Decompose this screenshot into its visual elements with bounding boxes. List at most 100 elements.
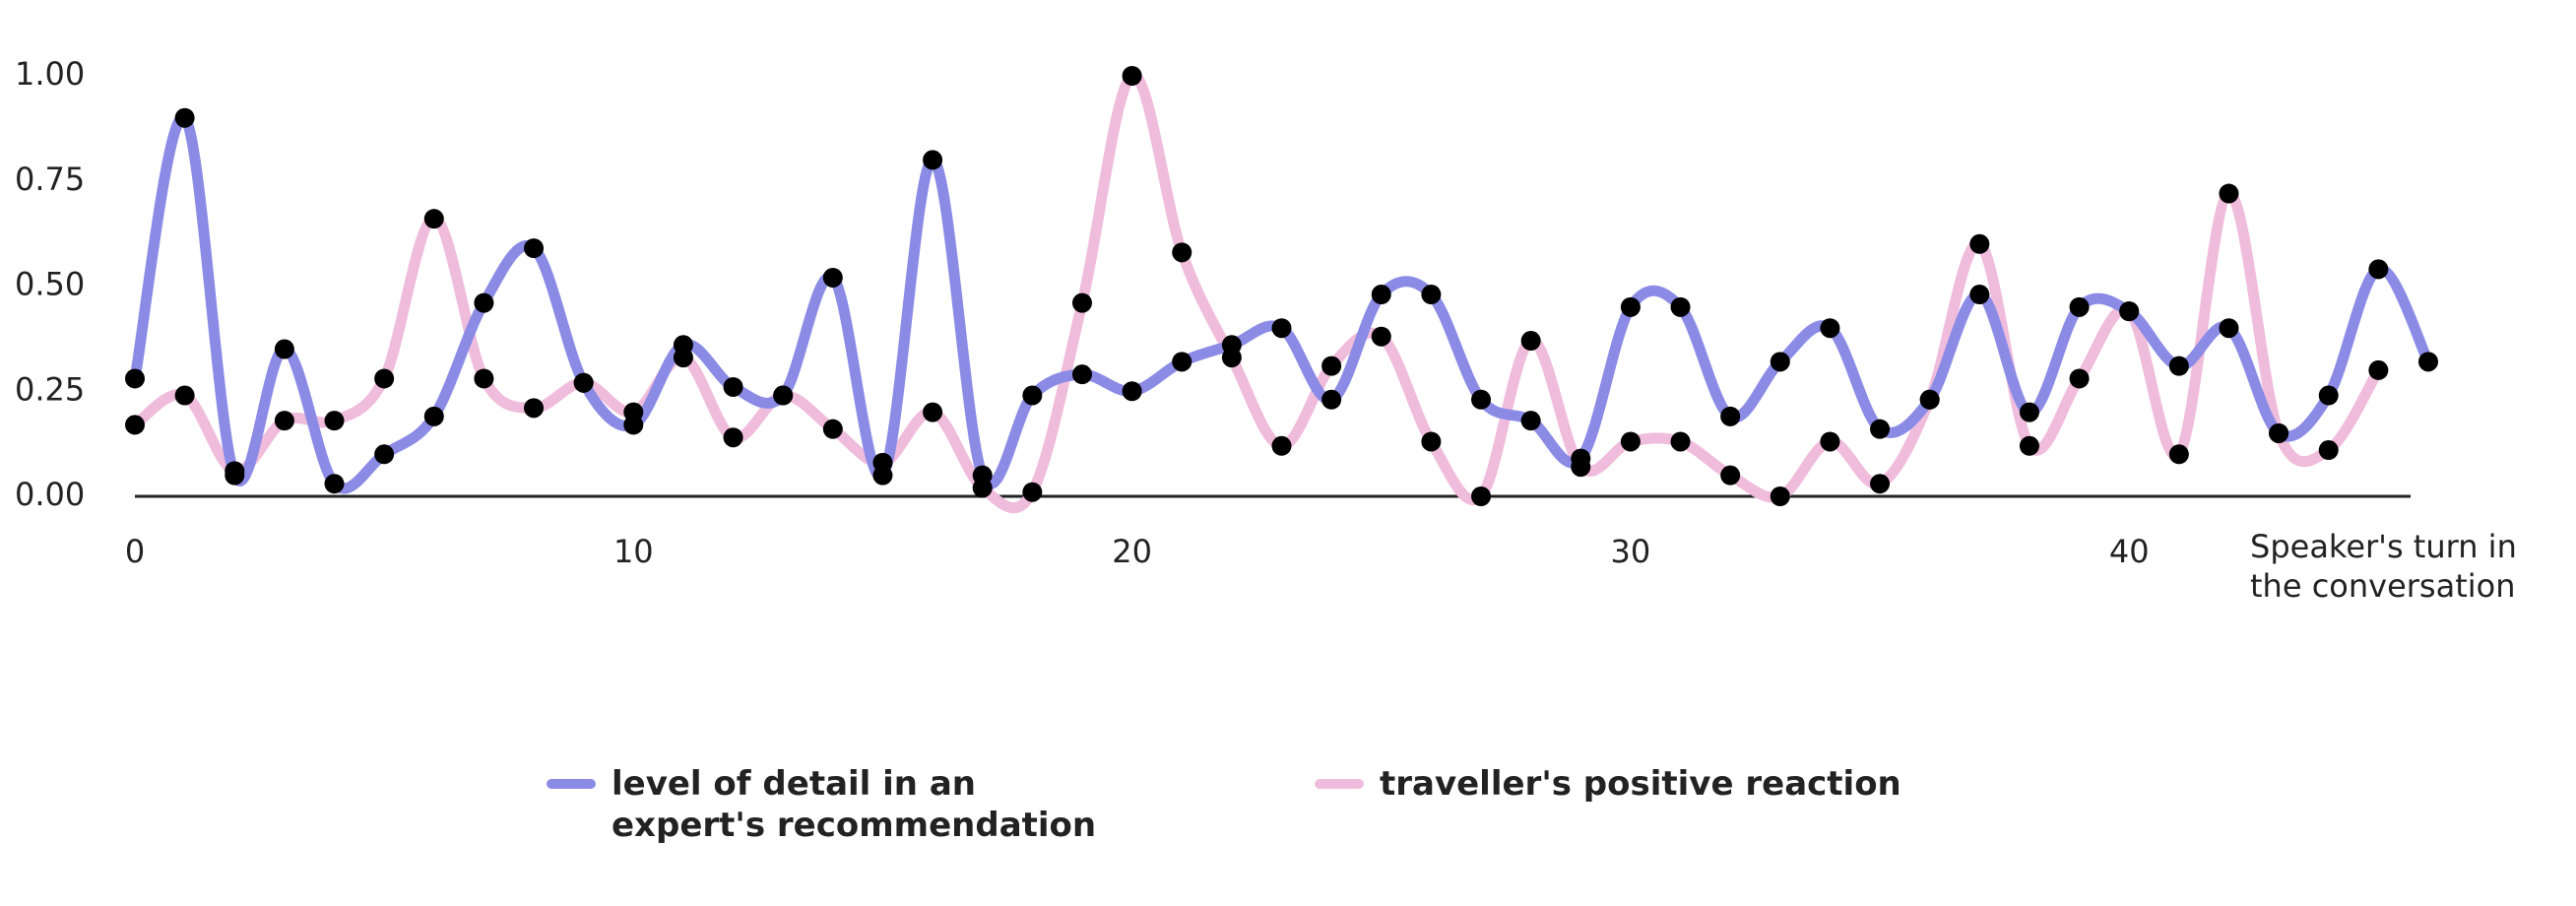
data-point [274, 411, 294, 431]
data-point [2168, 356, 2189, 376]
legend-item: level of detail in an expert's recommend… [547, 763, 1137, 846]
x-tick-label: 20 [1112, 533, 1152, 570]
data-point [2368, 359, 2389, 380]
data-point [723, 376, 743, 397]
data-point [1071, 364, 1092, 385]
data-point [174, 107, 195, 128]
data-point [374, 368, 395, 389]
data-point [125, 368, 145, 389]
data-point [1172, 352, 1192, 372]
data-point [274, 339, 294, 359]
data-point [324, 411, 345, 431]
data-point [822, 267, 843, 288]
data-point [1321, 356, 1342, 376]
data-point [2069, 368, 2090, 389]
data-point [2269, 422, 2289, 443]
data-point [1421, 431, 1442, 452]
data-point [773, 385, 794, 406]
data-point [1271, 435, 1292, 456]
x-axis-label: Speaker's turn in the conversation [2250, 528, 2517, 605]
data-point [2019, 402, 2039, 422]
data-point [1071, 292, 1092, 313]
data-point [324, 474, 345, 494]
legend-swatch [547, 779, 596, 789]
data-point [1670, 296, 1691, 317]
data-point [1122, 66, 1142, 86]
data-point [1221, 348, 1242, 368]
x-tick-label: 0 [125, 533, 145, 570]
x-tick-label: 30 [1611, 533, 1651, 570]
data-point [1670, 431, 1691, 452]
data-point [225, 461, 245, 482]
data-point [623, 402, 644, 422]
data-point [872, 452, 893, 473]
data-point [1022, 482, 1043, 502]
y-tick-label: 0.25 [15, 370, 85, 408]
y-tick-label: 0.50 [15, 266, 85, 303]
data-point [573, 372, 594, 393]
data-point [423, 406, 444, 426]
data-point [2368, 259, 2389, 280]
data-point [2019, 435, 2039, 456]
data-point [923, 402, 943, 422]
data-point [1919, 389, 1940, 410]
data-point [2069, 296, 2090, 317]
legend-label: level of detail in an expert's recommend… [612, 764, 1097, 845]
data-point [1870, 474, 1891, 494]
data-point [2318, 440, 2339, 461]
data-point [1421, 285, 1442, 305]
y-tick-label: 0.00 [15, 476, 85, 513]
data-point [423, 209, 444, 229]
data-point [1720, 406, 1741, 426]
x-tick-label: 40 [2109, 533, 2150, 570]
series-line [129, 70, 2384, 514]
data-point [972, 478, 993, 498]
data-point [673, 348, 693, 368]
data-point [1471, 486, 1492, 506]
data-point [1571, 457, 1591, 478]
data-point [524, 238, 545, 259]
data-point [374, 444, 395, 465]
data-point [174, 385, 195, 406]
data-point [923, 150, 943, 170]
y-tick-label: 0.75 [15, 161, 85, 198]
data-point [125, 415, 145, 435]
data-point [1022, 385, 1043, 406]
legend-swatch [1315, 779, 1364, 789]
data-point [1770, 352, 1790, 372]
data-point [1620, 296, 1641, 317]
data-point [723, 427, 743, 448]
data-point [1471, 389, 1492, 410]
data-point [474, 292, 494, 313]
data-point [2219, 183, 2239, 204]
data-point [1620, 431, 1641, 452]
data-point [2119, 301, 2140, 322]
data-point [1820, 431, 1840, 452]
y-tick-label: 1.00 [15, 55, 85, 93]
data-point [1720, 465, 1741, 485]
data-point [2168, 444, 2189, 465]
data-point [822, 419, 843, 439]
legend-label: traveller's positive reaction [1380, 764, 1901, 804]
data-point [2418, 352, 2438, 372]
data-point [1321, 389, 1342, 410]
data-point [474, 368, 494, 389]
data-point [1371, 326, 1391, 347]
data-point [1371, 285, 1391, 305]
x-tick-label: 10 [613, 533, 654, 570]
data-point [1172, 242, 1192, 263]
data-point [1520, 331, 1541, 352]
data-point [1122, 381, 1142, 402]
data-point [1520, 411, 1541, 431]
data-point [1271, 318, 1292, 339]
data-point [1820, 318, 1840, 339]
data-point [2318, 385, 2339, 406]
data-point [524, 398, 545, 419]
data-point [2219, 318, 2239, 339]
data-point [1969, 233, 1990, 254]
legend-item: traveller's positive reaction [1315, 763, 1905, 805]
data-point [1870, 419, 1891, 439]
data-point [1969, 285, 1990, 305]
